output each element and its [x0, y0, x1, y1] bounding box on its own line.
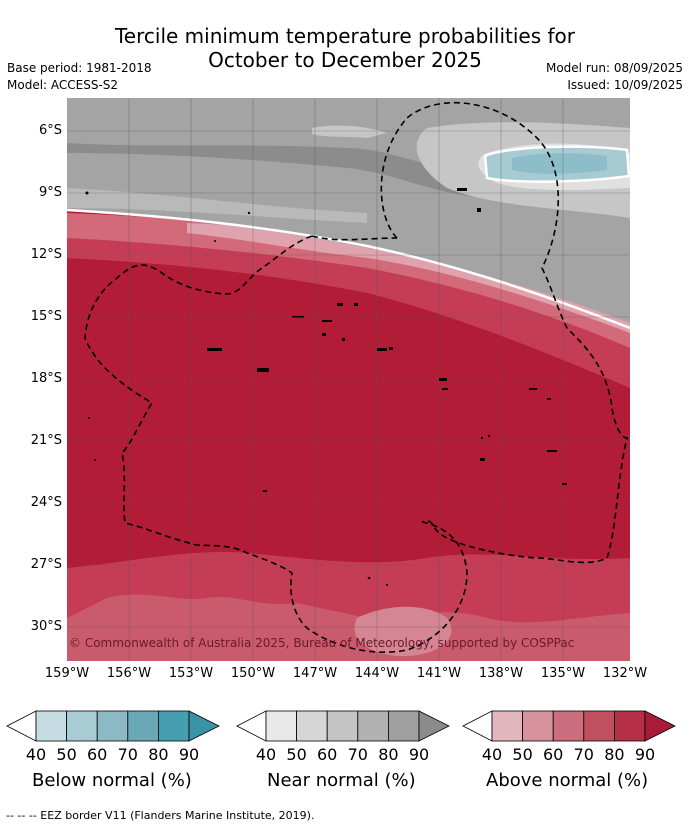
lon-tick-159w: 159°W	[44, 666, 90, 681]
colorbar-near-segment	[265, 710, 298, 742]
lat-tick-30s: 30°S	[30, 619, 62, 634]
lat-tick-27s: 27°S	[30, 557, 62, 572]
colorbar-near-segment	[296, 710, 328, 742]
probability-boundary-line	[67, 208, 630, 330]
colorbar-below-tick-label: 40	[25, 745, 47, 764]
eez-borders	[84, 101, 629, 654]
lon-tick-150w: 150°W	[230, 666, 276, 681]
near-normal-dark-band	[67, 143, 487, 198]
above-normal-legend-label: Above normal (%)	[486, 770, 649, 791]
lat-tick-18s: 18°S	[30, 371, 62, 386]
above-normal-pale-band	[187, 223, 630, 333]
colorbar-below-tick-label: 90	[178, 745, 200, 764]
lat-tick-9s: 9°S	[38, 185, 62, 200]
eez-footnote: -- -- -- EEZ border V11 (Flanders Marine…	[6, 809, 315, 822]
colorbar-near-tick-label: 50	[286, 745, 307, 764]
colorbar-below-segment	[157, 710, 190, 742]
map-title-line1: Tercile minimum temperature probabilitie…	[114, 24, 576, 48]
colorbar-above-tick-label: 90	[634, 745, 656, 764]
colorbar-below-normal	[6, 710, 220, 742]
islands	[85, 188, 567, 586]
lat-tick-12s: 12°S	[30, 247, 62, 262]
colorbar-above-segment	[552, 710, 585, 742]
colorbar-near-tick-label: 70	[347, 745, 368, 764]
colorbar-below-start-triangle	[6, 710, 37, 742]
map-title-line2: October to December 2025	[208, 48, 482, 72]
near-normal-legend-label: Near normal (%)	[267, 770, 416, 791]
lon-tick-144w: 144°W	[354, 666, 400, 681]
colorbar-near-normal	[236, 710, 450, 742]
colorbar-below-tick-label: 80	[148, 745, 169, 764]
graticule	[67, 98, 630, 661]
colorbar-near-end-triangle	[418, 710, 450, 742]
below-normal-legend-label: Below normal (%)	[32, 770, 192, 791]
lat-tick-24s: 24°S	[30, 495, 62, 510]
colorbar-near-tick-label: 80	[378, 745, 399, 764]
above-normal-mid-band	[67, 213, 630, 388]
copyright-notice: © Commonwealth of Australia 2025, Bureau…	[69, 636, 575, 650]
colorbar-above-tick-label: 40	[481, 745, 503, 764]
colorbar-below-segment	[127, 710, 159, 742]
colorbar-above-segment	[522, 710, 554, 742]
colorbar-below-segment	[66, 710, 98, 742]
colorbar-above-segment	[613, 710, 646, 742]
near-normal-light-patch	[312, 125, 387, 138]
colorbar-above-start-triangle	[462, 710, 493, 742]
colorbar-above-segment	[583, 710, 615, 742]
lon-tick-138w: 138°W	[478, 666, 524, 681]
colorbar-near-tick-label: 40	[255, 745, 277, 764]
lat-tick-21s: 21°S	[30, 433, 62, 448]
colorbar-near-tick-label: 90	[408, 745, 430, 764]
lon-tick-132w: 132°W	[602, 666, 648, 681]
colorbar-above-tick-label: 50	[512, 745, 533, 764]
colorbar-above-segment	[491, 710, 524, 742]
colorbar-above-end-triangle	[644, 710, 676, 742]
lat-tick-15s: 15°S	[30, 309, 62, 324]
model-label: Model: ACCESS-S2	[7, 78, 119, 92]
colorbar-near-start-triangle	[236, 710, 267, 742]
colorbar-above-tick-label: 70	[573, 745, 594, 764]
near-normal-light-band	[67, 188, 367, 223]
colorbar-near-segment	[387, 710, 420, 742]
probability-map: © Commonwealth of Australia 2025, Bureau…	[67, 98, 630, 661]
model-run-label: Model run: 08/09/2025	[545, 61, 683, 75]
colorbar-above-normal	[462, 710, 676, 742]
lon-tick-135w: 135°W	[540, 666, 586, 681]
colorbar-near-segment	[357, 710, 389, 742]
lon-tick-156w: 156°W	[106, 666, 152, 681]
colorbar-above-tick-label: 80	[604, 745, 625, 764]
above-normal-pale-patch	[354, 606, 452, 657]
base-period-label: Base period: 1981-2018	[7, 61, 152, 75]
colorbar-near-segment	[326, 710, 359, 742]
lat-tick-6s: 6°S	[38, 123, 62, 138]
above-normal-light-band	[67, 213, 630, 348]
lon-tick-147w: 147°W	[292, 666, 338, 681]
colorbar-below-segment	[35, 710, 68, 742]
issued-label: Issued: 10/09/2025	[567, 78, 683, 92]
colorbar-below-tick-label: 70	[117, 745, 138, 764]
colorbar-below-tick-label: 50	[56, 745, 77, 764]
colorbar-below-end-triangle	[188, 710, 220, 742]
below-normal-core	[512, 153, 607, 174]
colorbar-near-tick-label: 60	[317, 745, 338, 764]
above-normal-light-region-south	[67, 594, 630, 661]
colorbar-below-tick-label: 60	[87, 745, 108, 764]
lon-tick-141w: 141°W	[416, 666, 462, 681]
map-canvas	[67, 98, 630, 661]
colorbar-below-segment	[96, 710, 129, 742]
lon-tick-153w: 153°W	[168, 666, 214, 681]
colorbar-above-tick-label: 60	[543, 745, 564, 764]
